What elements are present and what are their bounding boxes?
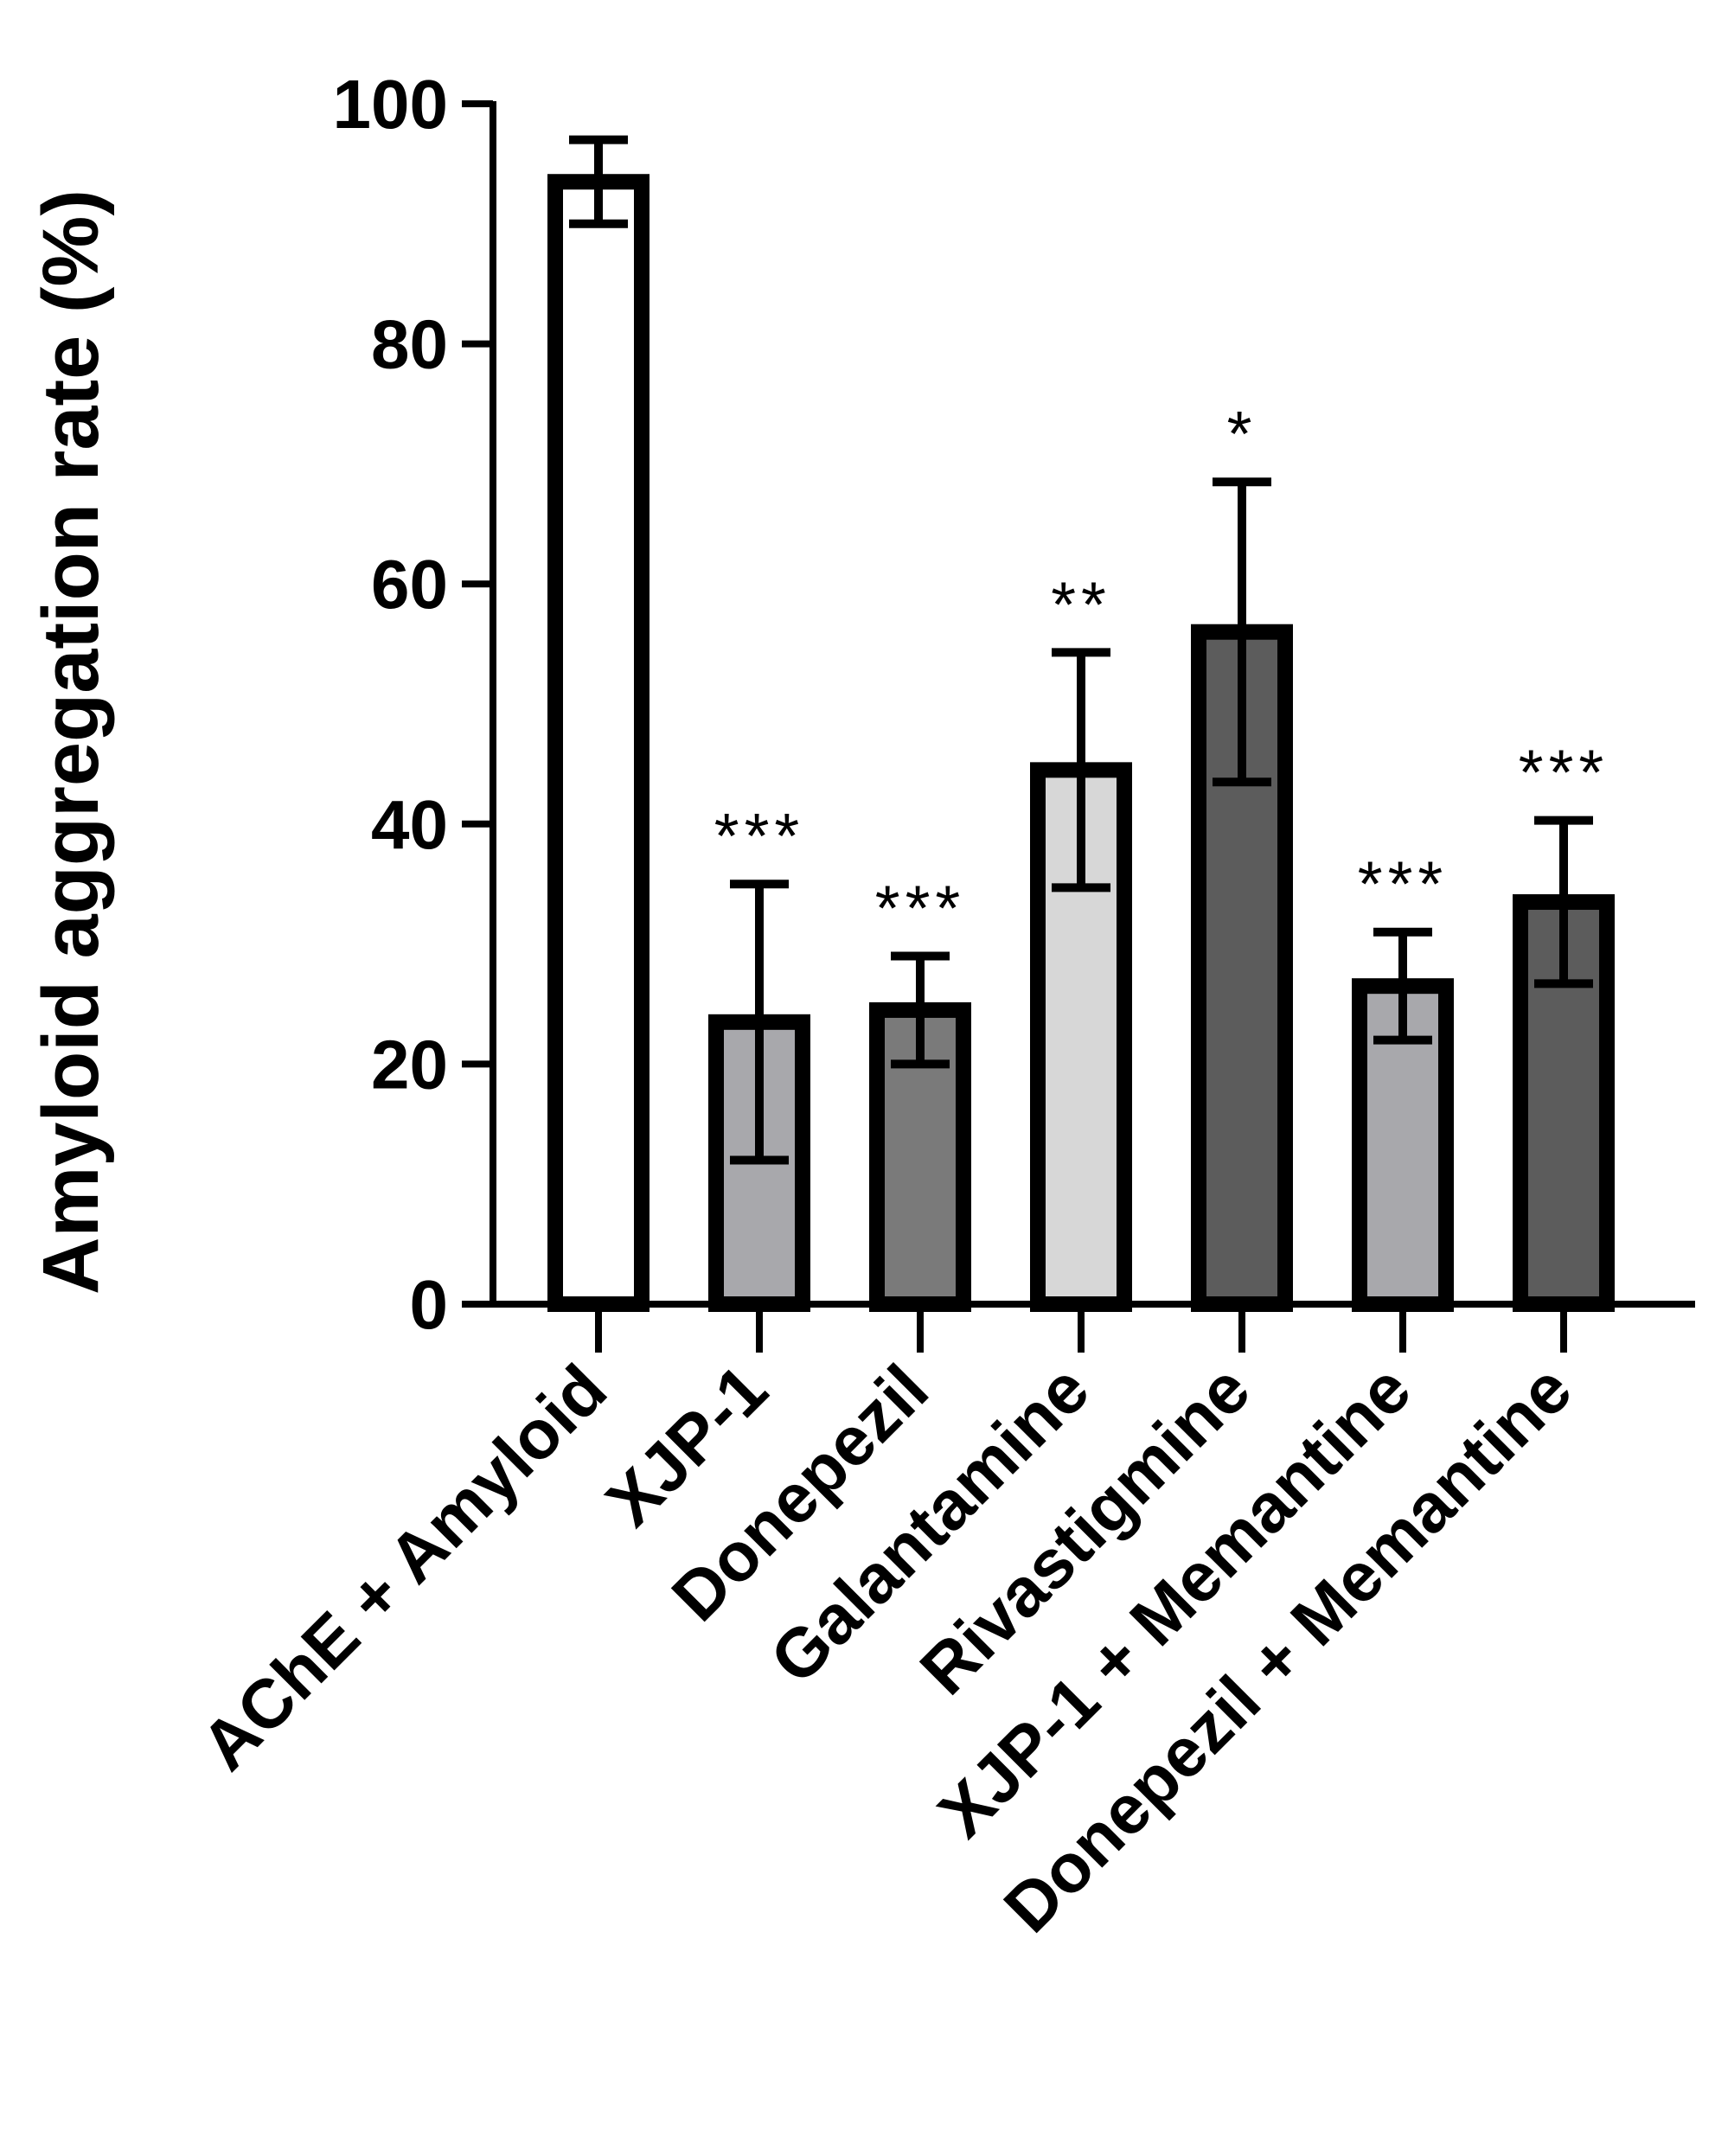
y-tick-label-0: 0 (410, 1266, 449, 1343)
y-tick-label-4: 80 (371, 306, 448, 383)
significance-label-3: ** (1051, 568, 1111, 640)
y-tick-label-5: 100 (333, 66, 448, 143)
x-category-label-0: AChE + Amyloid (187, 1350, 621, 1784)
y-axis-title: Amyloid aggregation rate (%) (27, 189, 115, 1295)
significance-label-5: *** (1358, 848, 1448, 920)
significance-label-6: *** (1519, 737, 1609, 809)
bar-0 (547, 174, 650, 1313)
y-tick-label-1: 20 (371, 1026, 448, 1103)
significance-label-1: *** (714, 800, 804, 872)
y-tick-label-2: 40 (371, 786, 448, 863)
significance-label-2: *** (875, 872, 965, 944)
significance-label-4: * (1227, 398, 1257, 470)
y-tick-label-3: 60 (371, 546, 448, 623)
